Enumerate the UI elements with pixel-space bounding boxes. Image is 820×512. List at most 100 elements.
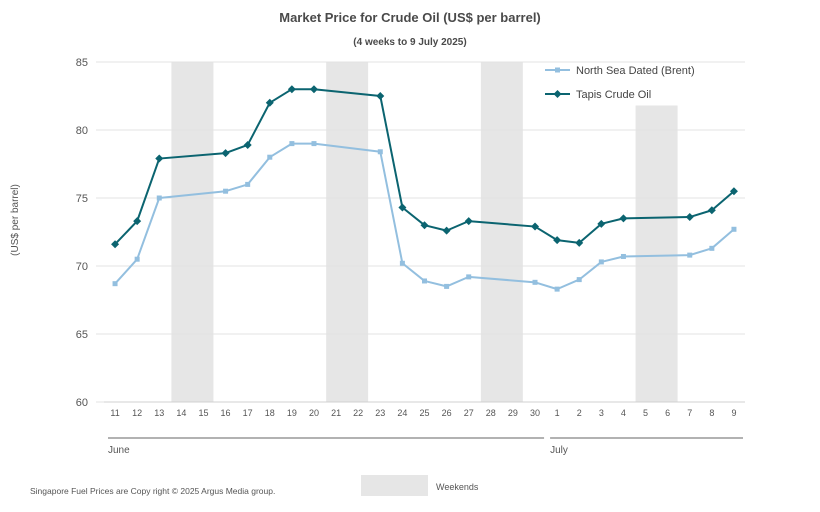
legend-label: Tapis Crude Oil (576, 89, 651, 101)
weekends-legend-label: Weekends (436, 482, 479, 492)
x-tick-label: 2 (577, 408, 582, 418)
weekend-bands (171, 62, 678, 403)
y-tick-label: 65 (76, 329, 88, 341)
data-point (287, 85, 296, 94)
copyright-text: Singapore Fuel Prices are Copy right © 2… (30, 486, 275, 496)
series-layer (111, 85, 738, 292)
x-tick-label: 18 (265, 408, 275, 418)
x-tick-label: 15 (198, 408, 208, 418)
y-axis-label: (US$ per barrel) (10, 184, 21, 256)
x-tick-label: 6 (665, 408, 670, 418)
x-tick-label: 8 (709, 408, 714, 418)
data-point (267, 154, 273, 160)
data-point (309, 85, 318, 94)
data-point (245, 181, 251, 187)
data-point (575, 238, 584, 247)
data-point (466, 274, 472, 280)
weekends-legend-swatch (361, 475, 428, 496)
x-tick-label: 13 (154, 408, 164, 418)
data-point (576, 277, 582, 283)
x-tick-label: 20 (309, 408, 319, 418)
data-point (531, 222, 540, 231)
data-point (420, 221, 429, 230)
data-point (311, 141, 317, 147)
data-point (112, 281, 118, 287)
data-point (464, 217, 473, 226)
x-tick-label: 21 (331, 408, 341, 418)
data-point (377, 149, 383, 155)
data-point (289, 141, 295, 147)
legend-marker (553, 90, 562, 98)
y-axis-ticks: 60 65 70 75 80 85 (76, 57, 88, 409)
x-tick-label: 5 (643, 408, 648, 418)
x-tick-label: 19 (287, 408, 297, 418)
data-point (442, 226, 451, 235)
x-tick-label: 25 (419, 408, 429, 418)
x-tick-label: 29 (508, 408, 518, 418)
x-tick-label: 27 (464, 408, 474, 418)
data-point (553, 236, 562, 245)
data-point (155, 154, 164, 163)
data-point (376, 92, 385, 100)
chart-title: Market Price for Crude Oil (US$ per barr… (279, 10, 541, 25)
data-point (134, 256, 140, 262)
data-point (532, 279, 538, 285)
x-tick-label: 3 (599, 408, 604, 418)
data-point (620, 253, 626, 259)
weekend-band (480, 62, 523, 402)
month-label: July (550, 445, 568, 456)
data-point (243, 140, 252, 149)
weekend-band (326, 62, 369, 402)
x-tick-label: 24 (397, 408, 407, 418)
legend: North Sea Dated (Brent) Tapis Crude Oil (545, 65, 695, 101)
data-point (399, 260, 405, 266)
x-tick-label: 28 (486, 408, 496, 418)
data-point (687, 252, 693, 258)
x-tick-label: 26 (442, 408, 452, 418)
x-tick-label: 22 (353, 408, 363, 418)
data-point (111, 240, 120, 249)
x-tick-label: 4 (621, 408, 626, 418)
data-point (422, 278, 427, 284)
data-point (398, 203, 407, 212)
x-tick-label: 1 (555, 408, 560, 418)
x-tick-label: 12 (132, 408, 142, 418)
data-point (597, 219, 606, 228)
data-point (265, 98, 274, 107)
y-tick-label: 60 (76, 397, 88, 409)
gridlines (96, 61, 745, 403)
data-point (444, 283, 450, 289)
data-point (685, 213, 694, 222)
weekend-band (171, 62, 214, 402)
x-tick-label: 16 (221, 408, 231, 418)
x-tick-label: 11 (110, 408, 119, 418)
legend-marker (555, 67, 560, 73)
x-tick-label: 23 (375, 408, 385, 418)
y-tick-label: 85 (76, 57, 88, 69)
data-point (709, 245, 715, 251)
legend-label: North Sea Dated (Brent) (576, 65, 695, 77)
chart-subtitle: (4 weeks to 9 July 2025) (353, 37, 466, 48)
x-tick-label: 7 (687, 408, 692, 418)
data-point (221, 149, 230, 158)
data-point (133, 217, 142, 226)
x-axis-ticks: 11 12 13 14 15 16 17 18 19 20 21 22 23 24 25 26 27 28 29 30… (110, 408, 736, 418)
data-point (156, 195, 162, 201)
data-point (619, 214, 628, 223)
weekend-band (635, 105, 678, 403)
data-point (731, 226, 737, 232)
month-label: June (108, 445, 130, 456)
y-tick-label: 80 (76, 125, 88, 137)
data-point (729, 187, 738, 196)
x-tick-label: 30 (530, 408, 540, 418)
x-tick-label: 14 (176, 408, 186, 418)
month-axis: June July (108, 437, 743, 456)
x-tick-label: 17 (243, 408, 253, 418)
x-tick-label: 9 (731, 408, 736, 418)
data-point (554, 286, 560, 292)
data-point (707, 206, 716, 215)
y-tick-label: 70 (76, 261, 88, 273)
data-point (598, 259, 604, 265)
y-tick-label: 75 (76, 193, 88, 205)
